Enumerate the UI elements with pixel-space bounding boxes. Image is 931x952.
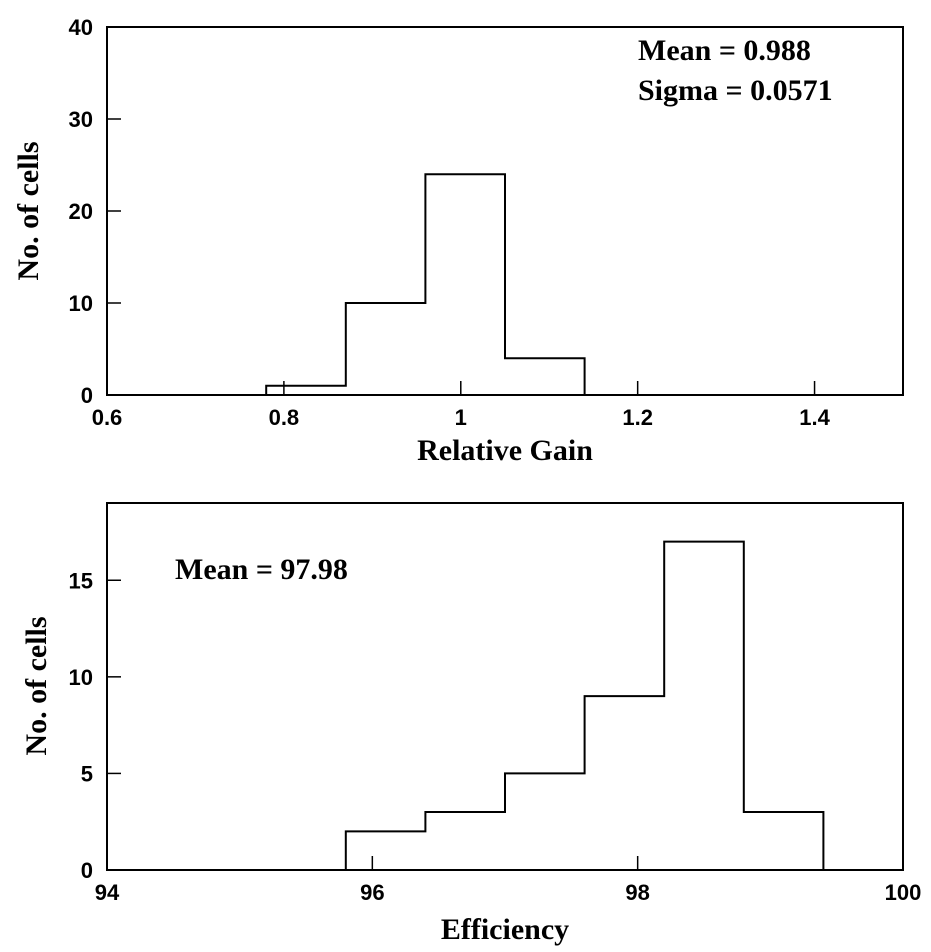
histogram-bin (266, 386, 346, 395)
histogram-bin (425, 812, 505, 870)
histogram-outline (265, 173, 586, 395)
stats-annotation: Sigma = 0.0571 (638, 74, 833, 107)
x-tick-label: 98 (625, 880, 649, 905)
x-tick-label: 1.4 (799, 405, 830, 430)
x-tick-label: 1 (455, 405, 467, 430)
histogram-bin (505, 773, 585, 870)
y-axis-title: No. of cells (20, 616, 53, 755)
histogram-panel-1: 0.6 0.8 1 1.2 1.4 0 10 20 30 40 Relative Gain No. o… (12, 15, 904, 467)
stats-annotation: Mean = 0.988 (638, 34, 811, 67)
histogram-bin (744, 812, 824, 870)
y-tick-label: 0 (81, 383, 93, 408)
histogram-bin (425, 174, 505, 395)
histogram-panel-2: 94 96 98 100 0 5 10 15 Efficiency No. of cells Mea… (20, 502, 922, 946)
y-axis-title: No. of cells (12, 141, 45, 280)
x-tick-label: 94 (95, 880, 120, 905)
y-tick-label: 30 (69, 107, 93, 132)
plot-frame (106, 502, 904, 871)
x-tick-label: 100 (885, 880, 922, 905)
y-tick-label: 40 (69, 15, 93, 40)
x-tick-label: 0.6 (92, 405, 123, 430)
x-tick-label: 96 (360, 880, 384, 905)
y-tick-label: 20 (69, 199, 93, 224)
histogram-bin (346, 303, 426, 395)
x-tick-label: 1.2 (622, 405, 653, 430)
y-tick-label: 15 (69, 568, 93, 593)
y-tick-label: 10 (69, 665, 93, 690)
histogram-bin (664, 542, 744, 870)
x-tick-label: 0.8 (269, 405, 300, 430)
x-axis-title: Efficiency (441, 913, 569, 946)
y-tick-label: 5 (81, 761, 93, 786)
y-tick-label: 10 (69, 291, 93, 316)
y-tick-label: 0 (81, 858, 93, 883)
histogram-outline (344, 540, 825, 870)
stats-annotation: Mean = 97.98 (175, 553, 348, 586)
x-axis-title: Relative Gain (417, 434, 593, 467)
histogram-bin (346, 831, 426, 870)
histogram-bin (585, 696, 665, 870)
histogram-bin (505, 358, 585, 395)
